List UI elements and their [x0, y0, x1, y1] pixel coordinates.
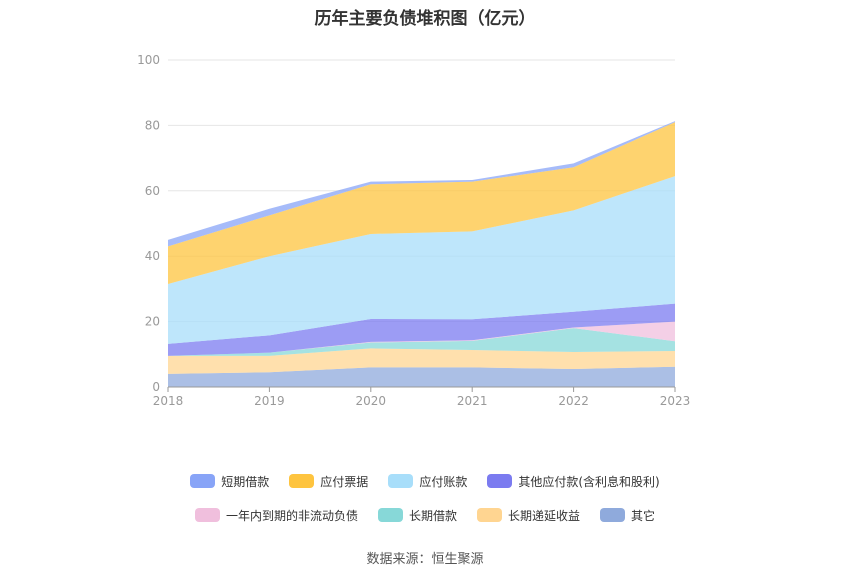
area-series — [168, 321, 675, 356]
y-tick-label: 80 — [145, 118, 160, 132]
chart-legend: 短期借款 应付票据 应付账款 其他应付款(含利息和股利) 一年内到期的非流动负债 长期借款… — [0, 472, 850, 540]
legend-item[interactable]: 其它 — [600, 506, 655, 524]
legend-label: 长期递延收益 — [508, 508, 581, 523]
legend-item[interactable]: 长期递延收益 — [477, 506, 580, 524]
legend-label: 其他应付款(含利息和股利) — [518, 474, 660, 489]
x-tick-label: 2023 — [660, 394, 691, 408]
data-source: 数据来源：恒生聚源 — [366, 552, 484, 567]
legend-label: 短期借款 — [221, 474, 270, 489]
x-tick-label: 2018 — [153, 394, 184, 408]
area-series — [168, 176, 675, 344]
legend-item[interactable]: 其他应付款(含利息和股利) — [487, 472, 660, 490]
legend-item[interactable]: 应付账款 — [388, 472, 467, 490]
legend-swatch — [477, 508, 502, 522]
legend-item[interactable]: 一年内到期的非流动负债 — [194, 506, 358, 524]
x-tick-label: 2021 — [457, 394, 488, 408]
legend-swatch — [600, 508, 626, 522]
legend-swatch — [487, 474, 513, 488]
legend-item[interactable]: 长期借款 — [377, 506, 457, 524]
legend-item[interactable]: 应付票据 — [289, 472, 368, 490]
legend-row: 短期借款 应付票据 应付账款 其他应付款(含利息和股利) — [0, 472, 850, 490]
area-series — [168, 366, 675, 387]
stacked-area-chart: 0 20 40 60 80 100 2018 2019 2020 2021 2022 2023 — [137, 53, 691, 408]
legend-label: 其它 — [631, 508, 656, 523]
x-tick-label: 2019 — [254, 394, 285, 408]
area-series — [168, 303, 675, 356]
legend-label: 一年内到期的非流动负债 — [225, 508, 358, 523]
area-series — [168, 348, 675, 374]
legend-row: 一年内到期的非流动负债 长期借款 长期递延收益 其它 — [0, 506, 850, 524]
chart-title: 历年主要负债堆积图（亿元） — [314, 9, 536, 29]
legend-item[interactable]: 短期借款 — [190, 472, 269, 490]
y-tick-label: 60 — [145, 184, 160, 198]
legend-swatch — [388, 474, 414, 488]
legend-swatch — [289, 474, 315, 488]
y-tick-label: 20 — [145, 315, 160, 329]
area-series — [168, 328, 675, 356]
legend-swatch — [377, 508, 403, 522]
legend-swatch — [194, 508, 220, 522]
area-series — [168, 122, 675, 284]
x-tick-label: 2020 — [356, 394, 387, 408]
legend-label: 长期借款 — [408, 508, 457, 523]
legend-label: 应付账款 — [419, 474, 468, 489]
y-tick-label: 100 — [137, 53, 160, 67]
y-tick-label: 40 — [145, 249, 160, 263]
legend-label: 应付票据 — [320, 474, 369, 489]
y-tick-label: 0 — [152, 380, 160, 394]
legend-swatch — [190, 474, 216, 488]
x-tick-label: 2022 — [558, 394, 589, 408]
